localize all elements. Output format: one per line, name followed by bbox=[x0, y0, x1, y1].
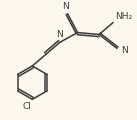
Text: N: N bbox=[121, 46, 128, 55]
Text: Cl: Cl bbox=[23, 102, 32, 111]
Text: N: N bbox=[56, 30, 63, 39]
Text: NH₂: NH₂ bbox=[115, 12, 132, 21]
Text: N: N bbox=[62, 2, 69, 11]
